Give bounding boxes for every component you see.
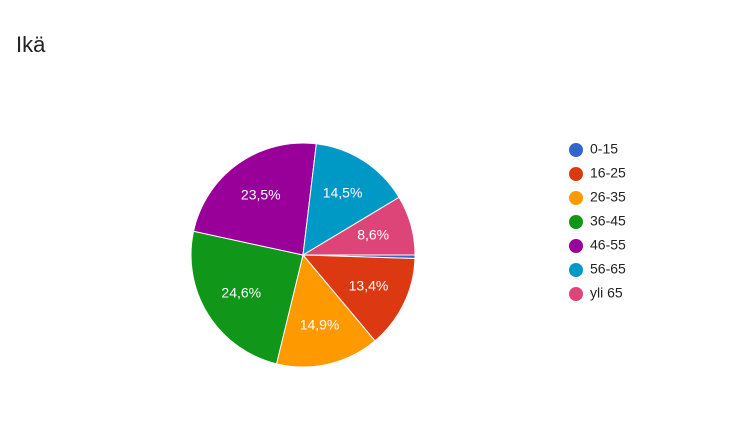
legend-swatch xyxy=(569,167,583,181)
pie-slice xyxy=(190,230,304,365)
pie-slice xyxy=(192,142,317,256)
legend-label: 0-15 xyxy=(590,141,618,157)
pie-slice xyxy=(302,143,400,256)
legend-label: 16-25 xyxy=(590,165,626,181)
slice-label: 23,5% xyxy=(241,186,281,202)
legend-label: 36-45 xyxy=(590,213,626,229)
legend-swatch xyxy=(569,215,583,229)
legend-swatch xyxy=(569,287,583,301)
legend-swatch xyxy=(569,239,583,253)
pie-slice xyxy=(275,253,376,368)
legend-label: 46-55 xyxy=(590,237,626,253)
legend-swatch xyxy=(569,143,583,157)
pie-slice xyxy=(301,196,416,256)
slice-label: 14,9% xyxy=(300,317,340,333)
legend-label: yli 65 xyxy=(590,285,623,301)
slice-label: 24,6% xyxy=(221,284,261,300)
chart-title: Ikä xyxy=(16,32,46,57)
legend-swatch xyxy=(569,191,583,205)
pie-slice xyxy=(301,254,416,342)
slice-label: 13,4% xyxy=(349,278,389,294)
slice-label: 8,6% xyxy=(357,226,389,242)
legend-swatch xyxy=(569,263,583,277)
slice-label: 14,5% xyxy=(323,185,363,201)
legend-label: 56-65 xyxy=(590,261,626,277)
legend-label: 26-35 xyxy=(590,189,626,205)
